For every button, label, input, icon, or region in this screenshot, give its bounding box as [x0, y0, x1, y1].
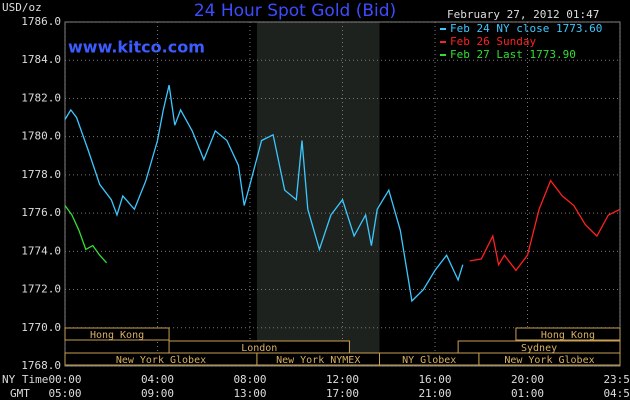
x-tick-label-gmt: 05:00 [48, 387, 81, 400]
x-tick-label-gmt: 17:00 [326, 387, 359, 400]
x-row-label: NY Time [2, 373, 48, 386]
x-tick-label: 08:00 [233, 373, 266, 386]
session-shade [256, 22, 380, 366]
y-tick-label: 1778.0 [21, 168, 61, 181]
session-bar [64, 327, 170, 341]
timestamp: February 27, 2012 01:47 [447, 8, 599, 21]
x-tick-label: 23:59 [603, 373, 630, 386]
session-bar [515, 327, 621, 341]
x-tick-label-gmt: 09:00 [141, 387, 174, 400]
price-line [64, 84, 464, 303]
chart-title: 24 Hour Spot Gold (Bid) [194, 1, 396, 21]
legend-label: Feb 27 Last 1773.90 [450, 48, 576, 61]
session-label: Hong Kong [541, 330, 595, 341]
x-tick-label-gmt: 01:00 [511, 387, 544, 400]
x-tick-label: 16:00 [418, 373, 451, 386]
y-tick-label: 1782.0 [21, 91, 61, 104]
y-tick-label: 1776.0 [21, 206, 61, 219]
y-tick-label: 1770.0 [21, 321, 61, 334]
legend-label: Feb 26 Sunday [450, 35, 536, 48]
site-label: www.kitco.com [68, 38, 205, 57]
session-label: Hong Kong [90, 330, 144, 341]
y-tick-label: 1786.0 [21, 15, 61, 28]
x-tick-label: 00:00 [48, 373, 81, 386]
y-tick-label: 1768.0 [21, 359, 61, 372]
x-tick-label: 12:00 [326, 373, 359, 386]
session-label: Sydney [521, 343, 557, 354]
y-tick-label: 1780.0 [21, 130, 61, 143]
session-bar [478, 352, 621, 366]
y-tick-label: 1774.0 [21, 244, 61, 257]
session-label: New York Globex [116, 355, 206, 366]
session-label: New York NYMEX [276, 355, 360, 366]
price-line [64, 205, 108, 264]
y-tick-label: 1772.0 [21, 283, 61, 296]
y-axis-label: USD/oz [2, 1, 42, 14]
session-label: New York Globex [504, 355, 594, 366]
x-row-label: GMT [10, 387, 30, 400]
session-label: NY Globex [402, 355, 456, 366]
x-tick-label: 04:00 [141, 373, 174, 386]
session-label: London [241, 343, 277, 354]
y-tick-label: 1784.0 [21, 53, 61, 66]
price-line [469, 179, 621, 272]
x-tick-label: 20:00 [511, 373, 544, 386]
x-tick-label-gmt: 13:00 [233, 387, 266, 400]
x-tick-label-gmt: 04:59 [603, 387, 630, 400]
legend-label: Feb 24 NY close 1773.60 [450, 22, 602, 35]
x-tick-label-gmt: 21:00 [418, 387, 451, 400]
